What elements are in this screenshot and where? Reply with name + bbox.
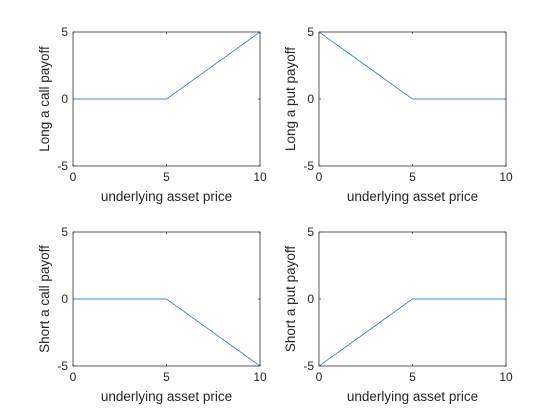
x-tick-label: 0: [70, 370, 77, 384]
y-axis-label: Long a call payoff: [37, 46, 52, 152]
y-tick-label: -5: [57, 159, 68, 173]
y-tick-label: 5: [61, 225, 68, 239]
y-tick-label: -5: [57, 359, 68, 373]
y-axis-label: Short a call payoff: [37, 245, 52, 353]
x-tick-label: 10: [499, 370, 513, 384]
x-tick-label: 5: [409, 170, 416, 184]
x-axis-label: underlying asset price: [101, 389, 232, 404]
x-tick-label: 5: [163, 170, 170, 184]
y-tick-label: 0: [61, 92, 68, 106]
payoff-line: [73, 298, 261, 367]
y-tick-label: -5: [303, 359, 314, 373]
y-tick-label: -5: [303, 159, 314, 173]
x-tick-label: 10: [253, 170, 267, 184]
x-axis-label: underlying asset price: [101, 189, 232, 204]
x-tick-label: 5: [163, 370, 170, 384]
x-axis-label: underlying asset price: [347, 389, 478, 404]
x-tick-label: 0: [316, 170, 323, 184]
x-axis-label: underlying asset price: [347, 189, 478, 204]
y-axis-label: Short a put payoff: [283, 246, 298, 353]
x-tick-label: 0: [70, 170, 77, 184]
y-tick-label: 0: [61, 292, 68, 306]
payoff-line: [73, 31, 261, 100]
y-tick-label: 0: [307, 92, 314, 106]
payoff-line: [318, 298, 506, 367]
payoff-line: [318, 31, 506, 100]
x-tick-label: 10: [253, 370, 267, 384]
x-tick-label: 0: [316, 370, 323, 384]
x-tick-label: 10: [499, 170, 513, 184]
y-tick-label: 5: [61, 25, 68, 39]
x-tick-label: 5: [409, 370, 416, 384]
y-tick-label: 0: [307, 292, 314, 306]
y-tick-label: 5: [307, 25, 314, 39]
y-tick-label: 5: [307, 225, 314, 239]
y-axis-label: Long a put payoff: [283, 47, 298, 151]
